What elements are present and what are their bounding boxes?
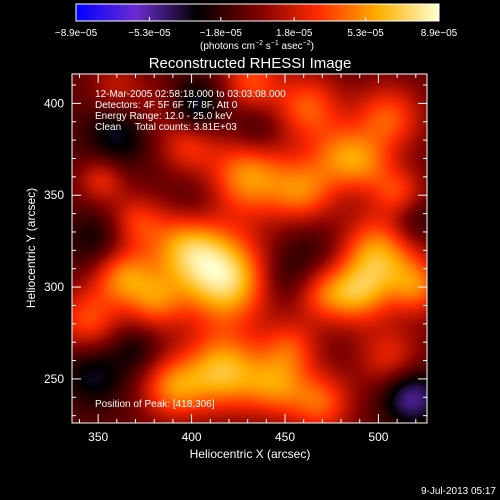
colorbar-tick-label: −1.8e−05 <box>200 28 243 39</box>
x-tick-label: 500 <box>368 430 388 444</box>
colorbar-tick-labels: −8.9e−05 −5.3e−05 −1.8e−05 1.8e−05 5.3e−… <box>55 28 458 39</box>
x-tick-labels: 350 400 450 500 <box>88 430 389 444</box>
x-tick-label: 350 <box>88 430 108 444</box>
x-axis-label: Heliocentric X (arcsec) <box>190 447 311 461</box>
y-axis-label: Heliocentric Y (arcsec) <box>24 188 38 308</box>
x-tick-label: 450 <box>275 430 295 444</box>
annotation-time: 12-Mar-2005 02:58:18.000 to 03:03:08.000 <box>95 89 286 100</box>
y-tick-label: 250 <box>44 372 64 386</box>
colorbar-unit-label: (photons cm−2 s−1 asec−2) <box>200 40 314 52</box>
colorbar-tick-label: 1.8e−05 <box>276 28 313 39</box>
colorbar-scale <box>75 3 440 22</box>
x-tick-label: 400 <box>182 430 202 444</box>
annotation-energy: Energy Range: 12.0 - 25.0 keV <box>95 111 233 122</box>
colorbar-tick-label: −8.9e−05 <box>55 28 98 39</box>
colorbar-tick-label: 8.9e−05 <box>421 28 458 39</box>
colorbar: −8.9e−05 −5.3e−05 −1.8e−05 1.8e−05 5.3e−… <box>55 3 458 52</box>
info-annotations: 12-Mar-2005 02:58:18.000 to 03:03:08.000… <box>95 89 286 133</box>
colorbar-tick-label: −5.3e−05 <box>128 28 171 39</box>
axis-ticks <box>72 74 427 423</box>
chart-title: Reconstructed RHESSI Image <box>149 55 352 72</box>
colorbar-tick-label: 5.3e−05 <box>347 28 384 39</box>
colorbar-ticks <box>75 17 440 21</box>
plot-frame <box>71 73 428 424</box>
y-tick-label: 400 <box>44 96 64 110</box>
y-tick-label: 300 <box>44 280 64 294</box>
annotation-counts: Clean Total counts: 3.81E+03 <box>95 122 237 133</box>
peak-position-label: Position of Peak: [418,306] <box>95 399 215 410</box>
y-tick-label: 350 <box>44 188 64 202</box>
annotation-detectors: Detectors: 4F 5F 6F 7F 8F, Att 0 <box>95 100 238 111</box>
heatmap-image <box>72 74 427 423</box>
plot-area: 12-Mar-2005 02:58:18.000 to 03:03:08.000… <box>71 73 428 424</box>
y-tick-labels: 250 300 350 400 <box>44 96 64 386</box>
footer-timestamp: 9-Jul-2013 05:17 <box>421 486 496 497</box>
